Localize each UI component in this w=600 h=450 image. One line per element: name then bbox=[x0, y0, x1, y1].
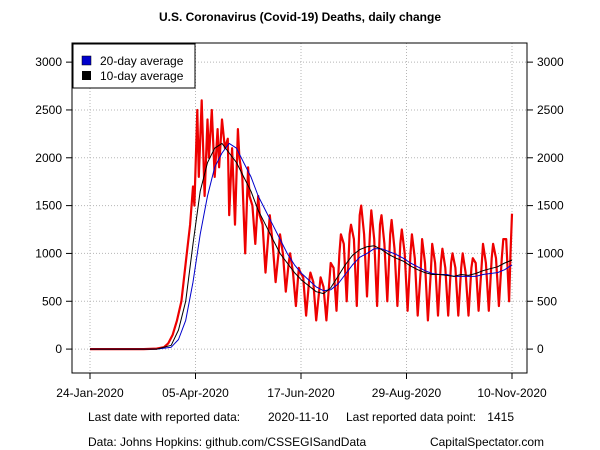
x-tick-label: 10-Nov-2020 bbox=[477, 386, 547, 400]
y-tick-label-right: 1500 bbox=[537, 199, 564, 213]
series-lines bbox=[90, 99, 514, 351]
x-tick-label: 24-Jan-2020 bbox=[56, 386, 124, 400]
series-line-daily-change bbox=[90, 99, 514, 351]
y-tick-label-left: 0 bbox=[55, 342, 62, 356]
series-line-10-day-average bbox=[90, 142, 513, 350]
plot-frame bbox=[71, 42, 528, 374]
legend-swatch-10-day bbox=[82, 71, 91, 80]
legend-box bbox=[72, 43, 196, 89]
chart-title: U.S. Coronavirus (Covid-19) Deaths, dail… bbox=[159, 10, 441, 24]
brand: CapitalSpectator.com bbox=[430, 435, 544, 449]
last-point-label: Last reported data point: bbox=[346, 410, 476, 424]
y-tick-label-left: 500 bbox=[42, 294, 62, 308]
y-tick-label-right: 500 bbox=[537, 294, 557, 308]
y-tick-label-left: 2500 bbox=[35, 103, 62, 117]
legend-label-10-day: 10-day average bbox=[100, 69, 184, 83]
series-line-20-day-average bbox=[90, 142, 513, 350]
last-point-value: 1415 bbox=[487, 410, 514, 424]
y-tick-label-left: 3000 bbox=[35, 55, 62, 69]
grid-lines bbox=[72, 43, 527, 373]
legend-swatch-20-day bbox=[81, 55, 92, 66]
y-tick-label-right: 1000 bbox=[537, 246, 564, 260]
x-tick-label: 29-Aug-2020 bbox=[372, 386, 442, 400]
last-date-value: 2020-11-10 bbox=[268, 410, 329, 424]
y-tick-label-right: 2500 bbox=[537, 103, 564, 117]
legend-label-20-day: 20-day average bbox=[100, 54, 184, 68]
axes: 0 0 500 500 1000 1000 1500 1500 2000 2000 2500 2500… bbox=[35, 55, 564, 400]
y-tick-label-left: 1500 bbox=[35, 199, 62, 213]
y-tick-label-left: 2000 bbox=[35, 151, 62, 165]
x-tick-label: 05-Apr-2020 bbox=[162, 386, 229, 400]
y-tick-label-left: 1000 bbox=[35, 246, 62, 260]
y-tick-label-right: 0 bbox=[537, 342, 544, 356]
y-tick-label-right: 2000 bbox=[537, 151, 564, 165]
y-tick-label-right: 3000 bbox=[537, 55, 564, 69]
legend: 20-day average 10-day average bbox=[72, 43, 196, 89]
last-date-label: Last date with reported data: bbox=[88, 410, 240, 424]
x-tick-label: 17-Jun-2020 bbox=[267, 386, 335, 400]
data-source: Data: Johns Hopkins: github.com/CSSEGISa… bbox=[88, 435, 366, 449]
